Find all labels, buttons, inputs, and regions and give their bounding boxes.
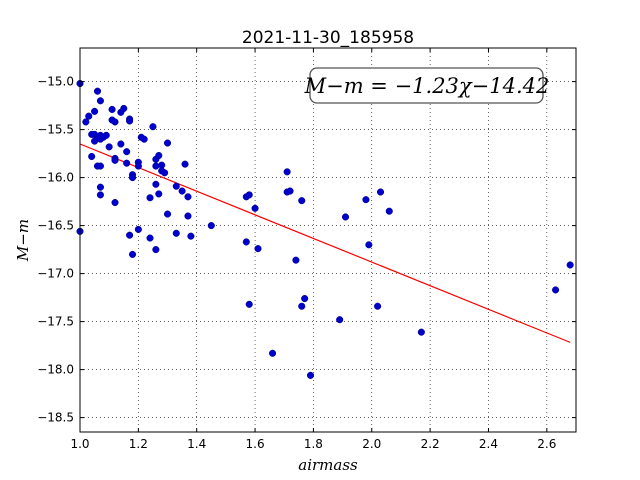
data-point — [152, 162, 160, 170]
data-point — [245, 300, 253, 308]
data-point — [96, 162, 104, 170]
data-point — [298, 197, 306, 205]
x-tick-label: 2.0 — [362, 437, 381, 451]
data-point — [108, 105, 116, 113]
data-point — [140, 135, 148, 143]
data-point — [207, 222, 215, 230]
data-point — [365, 241, 373, 249]
data-point — [184, 212, 192, 220]
data-point — [242, 238, 250, 246]
y-tick-label: −15.5 — [37, 123, 74, 137]
data-point — [155, 151, 163, 160]
data-point — [123, 148, 131, 156]
data-point — [172, 182, 180, 190]
data-point — [417, 328, 425, 336]
data-point — [120, 104, 128, 113]
data-point — [111, 156, 119, 164]
data-point — [123, 159, 131, 167]
data-point — [96, 97, 104, 105]
annotation-box — [309, 67, 544, 104]
data-point — [306, 371, 315, 379]
y-tick-label: −16.0 — [37, 171, 74, 185]
data-point — [286, 187, 294, 195]
data-point — [163, 139, 172, 147]
x-tick-label: 1.6 — [246, 437, 265, 451]
data-point — [126, 117, 134, 125]
y-axis-label: M−m — [14, 219, 32, 262]
data-point — [91, 107, 99, 115]
data-point — [254, 245, 262, 253]
data-point — [152, 246, 160, 254]
data-point — [146, 194, 154, 202]
x-tick-label: 2.4 — [479, 437, 498, 451]
data-point — [128, 250, 137, 258]
data-point — [566, 261, 574, 269]
chart-title: 2021-11-30_185958 — [242, 28, 414, 48]
fit-line-layer — [79, 143, 571, 343]
data-point — [93, 87, 102, 95]
x-tick-label: 2.2 — [421, 437, 440, 451]
data-point — [172, 229, 180, 237]
data-point — [269, 349, 277, 357]
y-tick-label: −17.5 — [37, 315, 74, 329]
data-point — [374, 302, 382, 310]
y-tick-label: −16.5 — [37, 219, 74, 233]
data-point — [149, 123, 157, 131]
data-point — [96, 183, 104, 191]
data-point — [161, 169, 169, 177]
data-point — [105, 143, 113, 151]
data-point — [111, 118, 119, 126]
y-tick-label: −17.0 — [37, 267, 74, 281]
data-point — [292, 256, 300, 264]
data-point — [385, 207, 393, 215]
x-tick-label: 1.8 — [304, 437, 323, 451]
x-tick-label: 1.0 — [70, 437, 89, 451]
data-point — [82, 118, 90, 126]
data-point — [134, 225, 142, 233]
data-point — [181, 160, 189, 168]
y-tick-label: −18.5 — [37, 411, 74, 425]
x-tick-label: 2.6 — [537, 437, 556, 451]
data-point — [117, 140, 125, 148]
data-point — [128, 174, 137, 182]
data-point — [187, 232, 195, 240]
grid — [79, 48, 576, 432]
x-axis-label: airmass — [298, 456, 358, 474]
data-point — [552, 286, 560, 294]
data-point — [96, 191, 104, 199]
data-point — [111, 199, 119, 207]
y-tick-label: −15.0 — [37, 75, 74, 89]
data-point — [376, 188, 385, 196]
data-point — [301, 295, 309, 303]
data-point — [152, 180, 160, 188]
data-point — [102, 131, 110, 139]
data-point — [283, 168, 291, 176]
data-point — [88, 152, 96, 161]
data-point — [298, 302, 306, 310]
data-point — [134, 162, 142, 170]
data-point — [184, 193, 192, 201]
x-tick-label: 1.4 — [187, 437, 206, 451]
data-point — [178, 187, 186, 195]
data-point — [336, 316, 344, 324]
x-tick-label: 1.2 — [129, 437, 148, 451]
data-point — [251, 204, 259, 212]
data-point — [163, 210, 172, 218]
plot-frame — [79, 47, 577, 433]
plot-area — [80, 48, 576, 432]
data-point — [362, 196, 370, 204]
data-point — [85, 112, 93, 120]
data-points — [76, 79, 574, 379]
data-point — [341, 213, 350, 221]
data-point — [126, 231, 134, 239]
annotation-text: M−m = −1.23χ−14.42 — [304, 74, 550, 98]
data-point — [245, 191, 253, 199]
data-point — [155, 190, 163, 198]
data-point — [146, 234, 154, 242]
fit-line — [79, 143, 571, 343]
y-tick-label: −18.0 — [37, 363, 74, 377]
axis-ticks: 1.0 1.2 1.4 1.6 1.8 2.0 2.2 2.4 2.6 −15.0 −15.5 −16… — [37, 48, 576, 451]
fit-equation-annotation: M−m = −1.23χ−14.42 — [304, 67, 550, 104]
